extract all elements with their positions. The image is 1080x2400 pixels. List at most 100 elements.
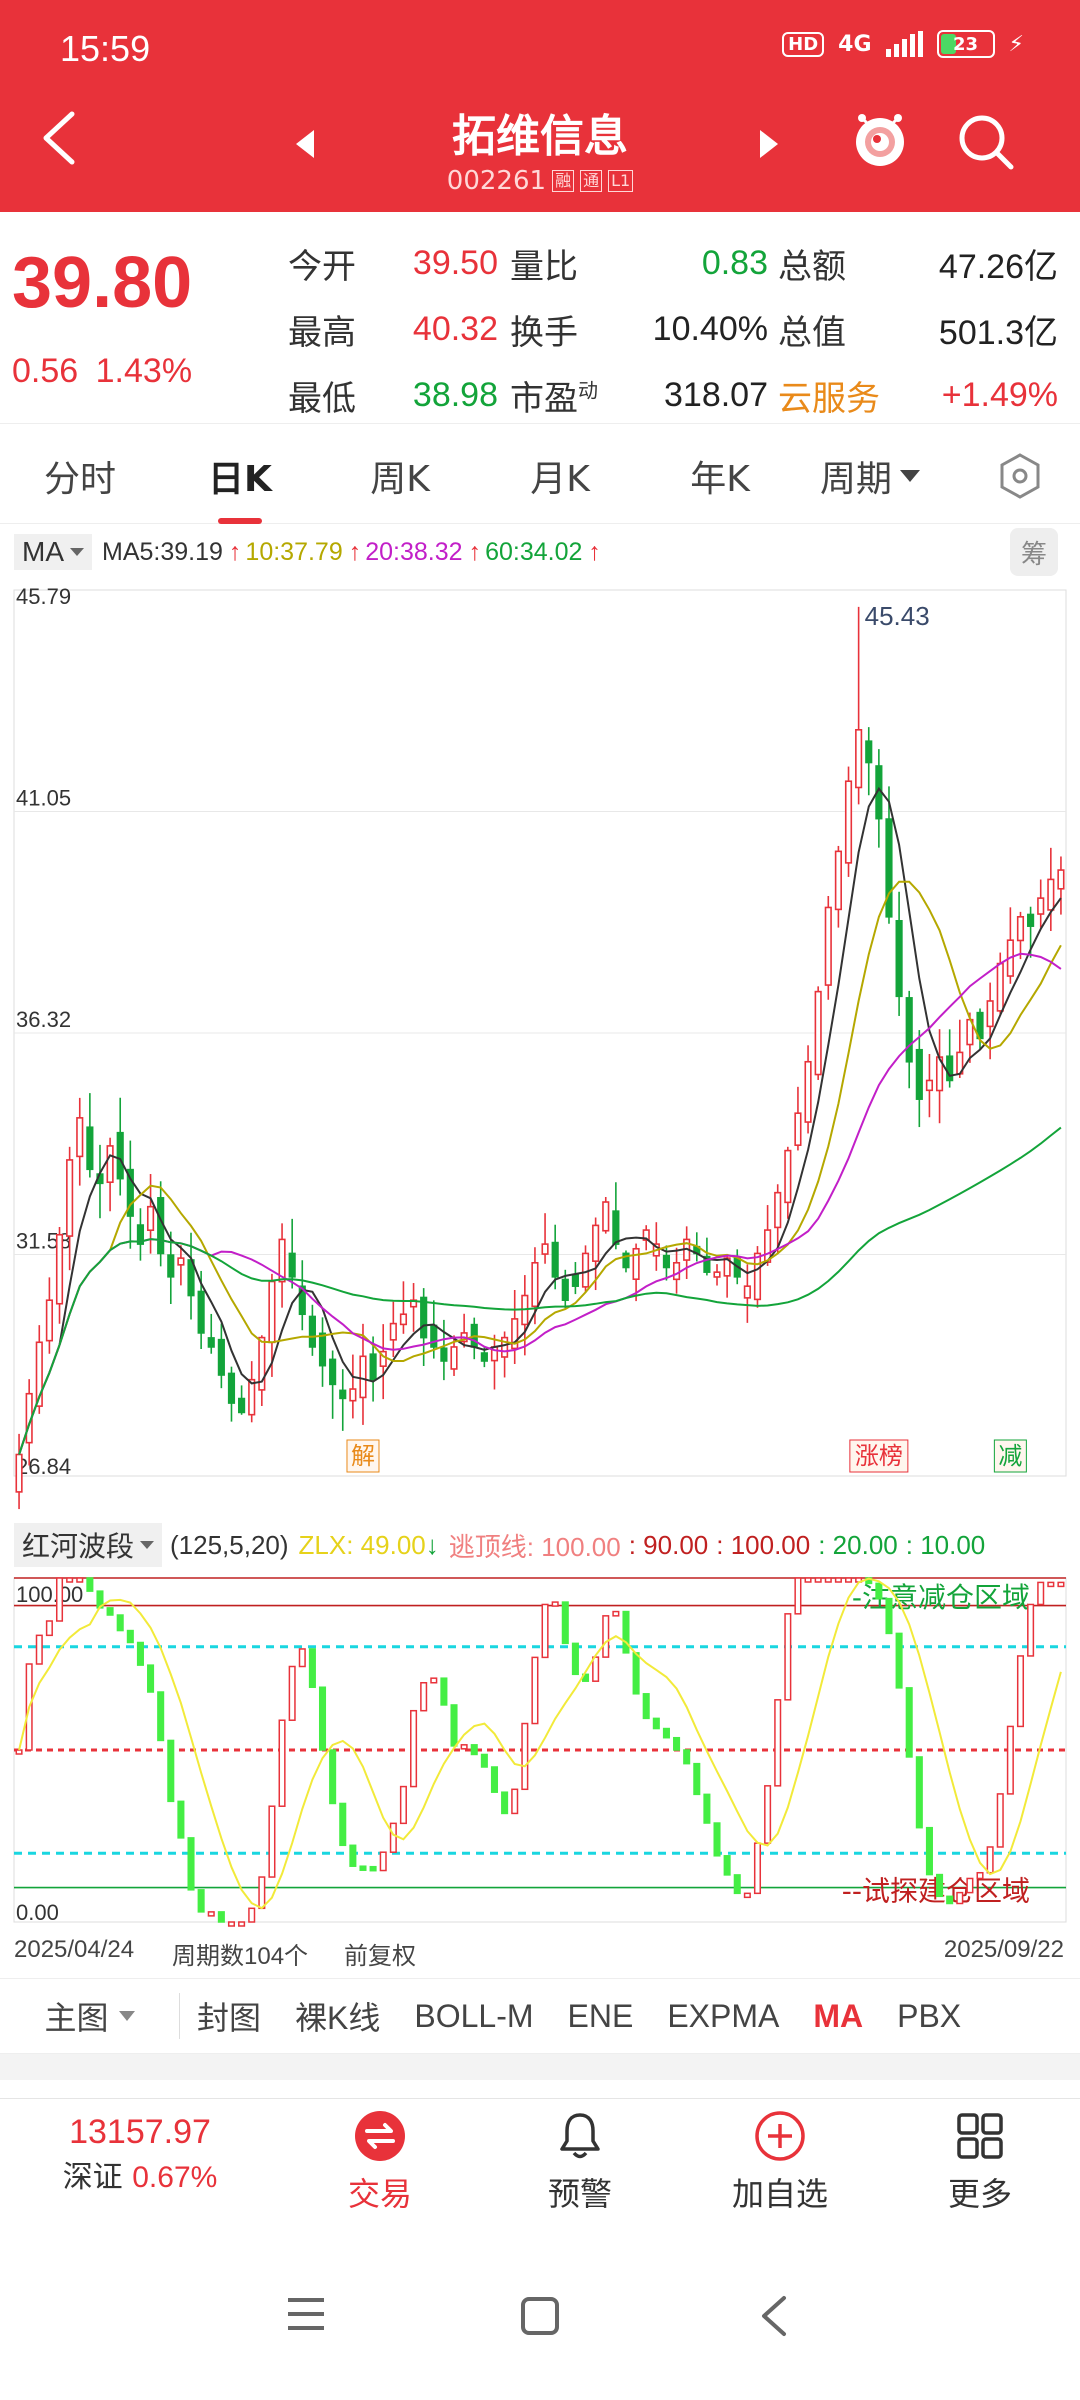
nav-trade[interactable]: 交易 bbox=[280, 2099, 480, 2218]
nav-alert[interactable]: 预警 bbox=[480, 2099, 680, 2218]
caret-down-icon bbox=[118, 2011, 135, 2021]
wave-bar bbox=[399, 1785, 407, 1825]
indicator-option[interactable]: 裸K线 bbox=[295, 2000, 381, 2036]
candle-body bbox=[66, 1159, 74, 1237]
indicator-option[interactable]: PBX bbox=[897, 1997, 962, 2034]
indicator-selector[interactable]: 红河波段 bbox=[14, 1523, 163, 1567]
main-chart-picker[interactable]: 主图 bbox=[0, 1993, 180, 2039]
candle-body bbox=[905, 997, 913, 1063]
chevron-left-icon bbox=[43, 111, 75, 165]
ma5-line bbox=[18, 786, 1062, 1455]
wave-bar bbox=[126, 1629, 134, 1644]
candle-body bbox=[45, 1299, 53, 1342]
search-icon[interactable] bbox=[956, 112, 1016, 172]
tab-intraday[interactable]: 分时 bbox=[43, 458, 116, 500]
nav-add-watchlist[interactable]: 加自选 bbox=[680, 2099, 880, 2218]
candle-body bbox=[35, 1341, 43, 1407]
wave-bar bbox=[379, 1851, 387, 1872]
adjust-mode: 前复权 bbox=[344, 1943, 416, 1970]
level-10: : 10.00 bbox=[905, 1529, 986, 1560]
event-marker-box[interactable] bbox=[346, 1439, 380, 1473]
wave-bar bbox=[723, 1855, 731, 1876]
trade-icon bbox=[355, 2111, 405, 2161]
wave-bar bbox=[693, 1762, 701, 1796]
menu-icon[interactable] bbox=[286, 2296, 326, 2332]
pe-label: 市盈动 bbox=[510, 378, 598, 419]
tag-margin: 融 bbox=[552, 170, 575, 192]
ma20-value: 20:38.32 bbox=[365, 537, 463, 566]
tab-weekly-k[interactable]: 周K bbox=[370, 458, 430, 500]
wave-bar bbox=[632, 1652, 640, 1695]
back-button[interactable] bbox=[36, 108, 84, 168]
sector-label[interactable]: 云服务 bbox=[778, 378, 880, 419]
candle-body bbox=[925, 1079, 934, 1092]
ma-legend: MA MA5:39.19 ↑ 10:37.79 ↑ 20:38.32 ↑ 60:34.… bbox=[14, 530, 1074, 574]
candle-body bbox=[561, 1278, 569, 1302]
y-tick-label: 41.05 bbox=[16, 786, 71, 811]
quote-grid: 今开 39.50 量比 0.83 总额 47.26亿 最高 40.32 换手 1… bbox=[288, 230, 1068, 428]
wave-bar bbox=[45, 1620, 53, 1637]
up-arrow-icon: ↑ bbox=[348, 537, 362, 566]
ma-selector[interactable]: MA bbox=[14, 534, 92, 570]
candle-body bbox=[642, 1229, 650, 1241]
system-back-icon[interactable] bbox=[758, 2294, 788, 2338]
index-name-line: 深证 0.67% bbox=[62, 2160, 218, 2195]
wave-bar bbox=[187, 1837, 195, 1891]
nav-more-label: 更多 bbox=[947, 2175, 1012, 2213]
tab-period-dropdown[interactable]: 周期 bbox=[800, 450, 940, 502]
candle-body bbox=[308, 1315, 316, 1348]
candle-body bbox=[399, 1313, 408, 1326]
candle-body bbox=[217, 1338, 225, 1376]
assistant-robot-icon[interactable] bbox=[848, 108, 912, 172]
indicator-option[interactable]: BOLL-M bbox=[414, 1997, 534, 2034]
candle-body bbox=[571, 1273, 579, 1287]
event-marker-label: 减 bbox=[998, 1442, 1022, 1470]
prev-stock-button[interactable] bbox=[296, 130, 314, 158]
settings-hex-icon[interactable] bbox=[996, 452, 1044, 500]
level-90: : 90.00 bbox=[628, 1529, 709, 1560]
wave-bar bbox=[753, 1842, 762, 1895]
signal-line bbox=[18, 1577, 1062, 1910]
wave-bar bbox=[683, 1749, 691, 1765]
turnover-rate-label: 换手 bbox=[510, 312, 578, 353]
wave-bar bbox=[652, 1717, 660, 1730]
index-ticker[interactable]: 13157.97 深证 0.67% bbox=[0, 2099, 280, 2218]
indicator-option[interactable]: ENE bbox=[567, 1997, 634, 2034]
indicator-option[interactable]: EXPMA bbox=[667, 1997, 780, 2034]
wave-bar bbox=[1016, 1655, 1025, 1728]
candle-body bbox=[622, 1252, 630, 1269]
sector-change: +1.49% bbox=[941, 375, 1058, 414]
candle-body bbox=[76, 1117, 84, 1158]
tab-yearly-k[interactable]: 年K bbox=[690, 458, 750, 500]
candle-body bbox=[551, 1241, 559, 1278]
tab-monthly-k[interactable]: 月K bbox=[530, 458, 590, 500]
wave-bar bbox=[55, 1577, 64, 1622]
candle-body bbox=[885, 818, 893, 918]
candle-body bbox=[440, 1347, 448, 1362]
wave-bar bbox=[248, 1907, 256, 1923]
wave-bar bbox=[238, 1921, 246, 1927]
indicator-option-active[interactable]: MA bbox=[813, 1997, 864, 2034]
nav-more[interactable]: 更多 bbox=[880, 2099, 1080, 2218]
candle-body bbox=[703, 1255, 711, 1273]
y-tick-label: 45.79 bbox=[16, 584, 71, 609]
wave-bar bbox=[480, 1753, 488, 1768]
home-icon[interactable] bbox=[520, 2296, 560, 2336]
candle-body bbox=[106, 1145, 114, 1184]
candle-body bbox=[824, 906, 832, 986]
indicator-option[interactable]: 封图 bbox=[197, 2000, 262, 2036]
event-marker-box[interactable] bbox=[993, 1439, 1027, 1473]
indicator-chart[interactable]: 100.000.00-注意减仓区域--试探建仓区域 bbox=[0, 1570, 1080, 1930]
quote-row: 今开 39.50 量比 0.83 总额 47.26亿 bbox=[288, 230, 1068, 296]
low-label: 最低 bbox=[288, 378, 356, 419]
wave-bar bbox=[915, 1756, 923, 1829]
candle-body bbox=[612, 1210, 620, 1245]
candle-body bbox=[359, 1355, 367, 1399]
tab-daily-k[interactable]: 日K bbox=[160, 450, 320, 524]
stock-code: 002261 bbox=[446, 166, 547, 196]
event-marker-box[interactable] bbox=[849, 1439, 909, 1473]
next-stock-button[interactable] bbox=[760, 130, 778, 158]
candlestick-chart[interactable]: 45.7941.0536.3231.5826.8445.43解 涨榜减 bbox=[0, 576, 1080, 1516]
chip-distribution-button[interactable]: 筹 bbox=[1010, 528, 1058, 576]
wave-bar bbox=[764, 1785, 772, 1844]
